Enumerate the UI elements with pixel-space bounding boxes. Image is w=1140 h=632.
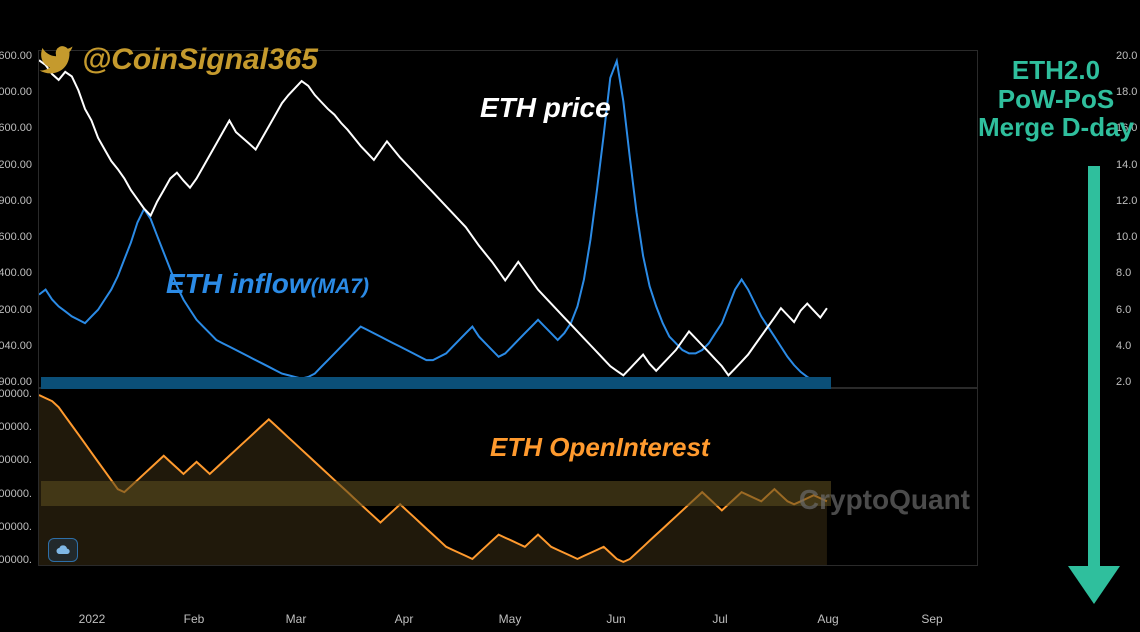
bottom-chart-panel	[38, 388, 978, 566]
merge-annotation-line: ETH2.0	[976, 56, 1136, 85]
y-left-tick: 1200.00	[0, 304, 32, 316]
merge-arrow-shape	[1068, 166, 1120, 604]
page-root: @CoinSignal365 3600.00 3000.00 2600.00 2200…	[0, 0, 1140, 632]
y-left-tick: 00000.	[0, 554, 32, 566]
eth-inflow-label-suffix: (MA7)	[311, 275, 369, 298]
y-left-tick: 00000.	[0, 454, 32, 466]
eth-price-label: ETH price	[480, 92, 611, 124]
y-left-tick: 00000.	[0, 388, 32, 400]
y-left-tick: 00000.	[0, 421, 32, 433]
x-tick: Feb	[184, 612, 205, 626]
eth-inflow-line	[39, 61, 827, 387]
x-tick: May	[499, 612, 522, 626]
y-left-tick: 00000.	[0, 521, 32, 533]
y-left-tick: 1600.00	[0, 231, 32, 243]
top-chart-y-left: 3600.00 3000.00 2600.00 2200.00 1900.00 1600.…	[0, 50, 36, 388]
bottom-chart-svg	[39, 389, 977, 565]
x-tick: Sep	[921, 612, 942, 626]
y-left-tick: 2600.00	[0, 122, 32, 134]
merge-annotation: ETH2.0PoW-PoSMerge D-day	[976, 56, 1136, 142]
merge-annotation-line: PoW-PoS	[976, 85, 1136, 114]
bottom-chart-y-left: 00000. 00000. 00000. 00000. 00000. 00000.	[0, 388, 36, 566]
y-left-tick: 1900.00	[0, 195, 32, 207]
y-left-tick: 1400.00	[0, 267, 32, 279]
eth-inflow-label: ETH inflow(MA7)	[166, 268, 369, 300]
x-tick: Mar	[286, 612, 307, 626]
eth-oi-area	[39, 395, 827, 565]
cryptoquant-watermark: CryptoQuant	[799, 484, 970, 516]
eth-inflow-label-text: ETH inflow	[166, 268, 311, 299]
x-tick: Jul	[712, 612, 727, 626]
twitter-icon	[38, 42, 74, 78]
top-chart-support-band	[41, 377, 831, 389]
twitter-handle: @CoinSignal365	[38, 42, 318, 78]
y-left-tick: 3600.00	[0, 50, 32, 62]
merge-annotation-line: Merge D-day	[976, 113, 1136, 142]
y-left-tick: 1040.00	[0, 340, 32, 352]
x-tick: Apr	[395, 612, 414, 626]
merge-arrow	[1064, 166, 1124, 606]
x-axis: 2022 Feb Mar Apr May Jun Jul Aug Sep	[0, 608, 1140, 626]
x-tick: Jun	[606, 612, 625, 626]
y-left-tick: 2200.00	[0, 159, 32, 171]
eth-price-line	[39, 60, 827, 375]
y-left-tick: 900.00	[0, 376, 32, 388]
x-tick: Aug	[817, 612, 838, 626]
twitter-handle-text: @CoinSignal365	[82, 43, 318, 77]
y-left-tick: 3000.00	[0, 86, 32, 98]
y-left-tick: 00000.	[0, 488, 32, 500]
eth-oi-label-text: ETH OpenInterest	[490, 432, 710, 462]
cloud-icon[interactable]	[48, 538, 78, 562]
x-tick: 2022	[79, 612, 106, 626]
bottom-chart-band	[41, 481, 831, 506]
eth-oi-label: ETH OpenInterest	[490, 432, 710, 463]
eth-price-label-text: ETH price	[480, 92, 611, 123]
